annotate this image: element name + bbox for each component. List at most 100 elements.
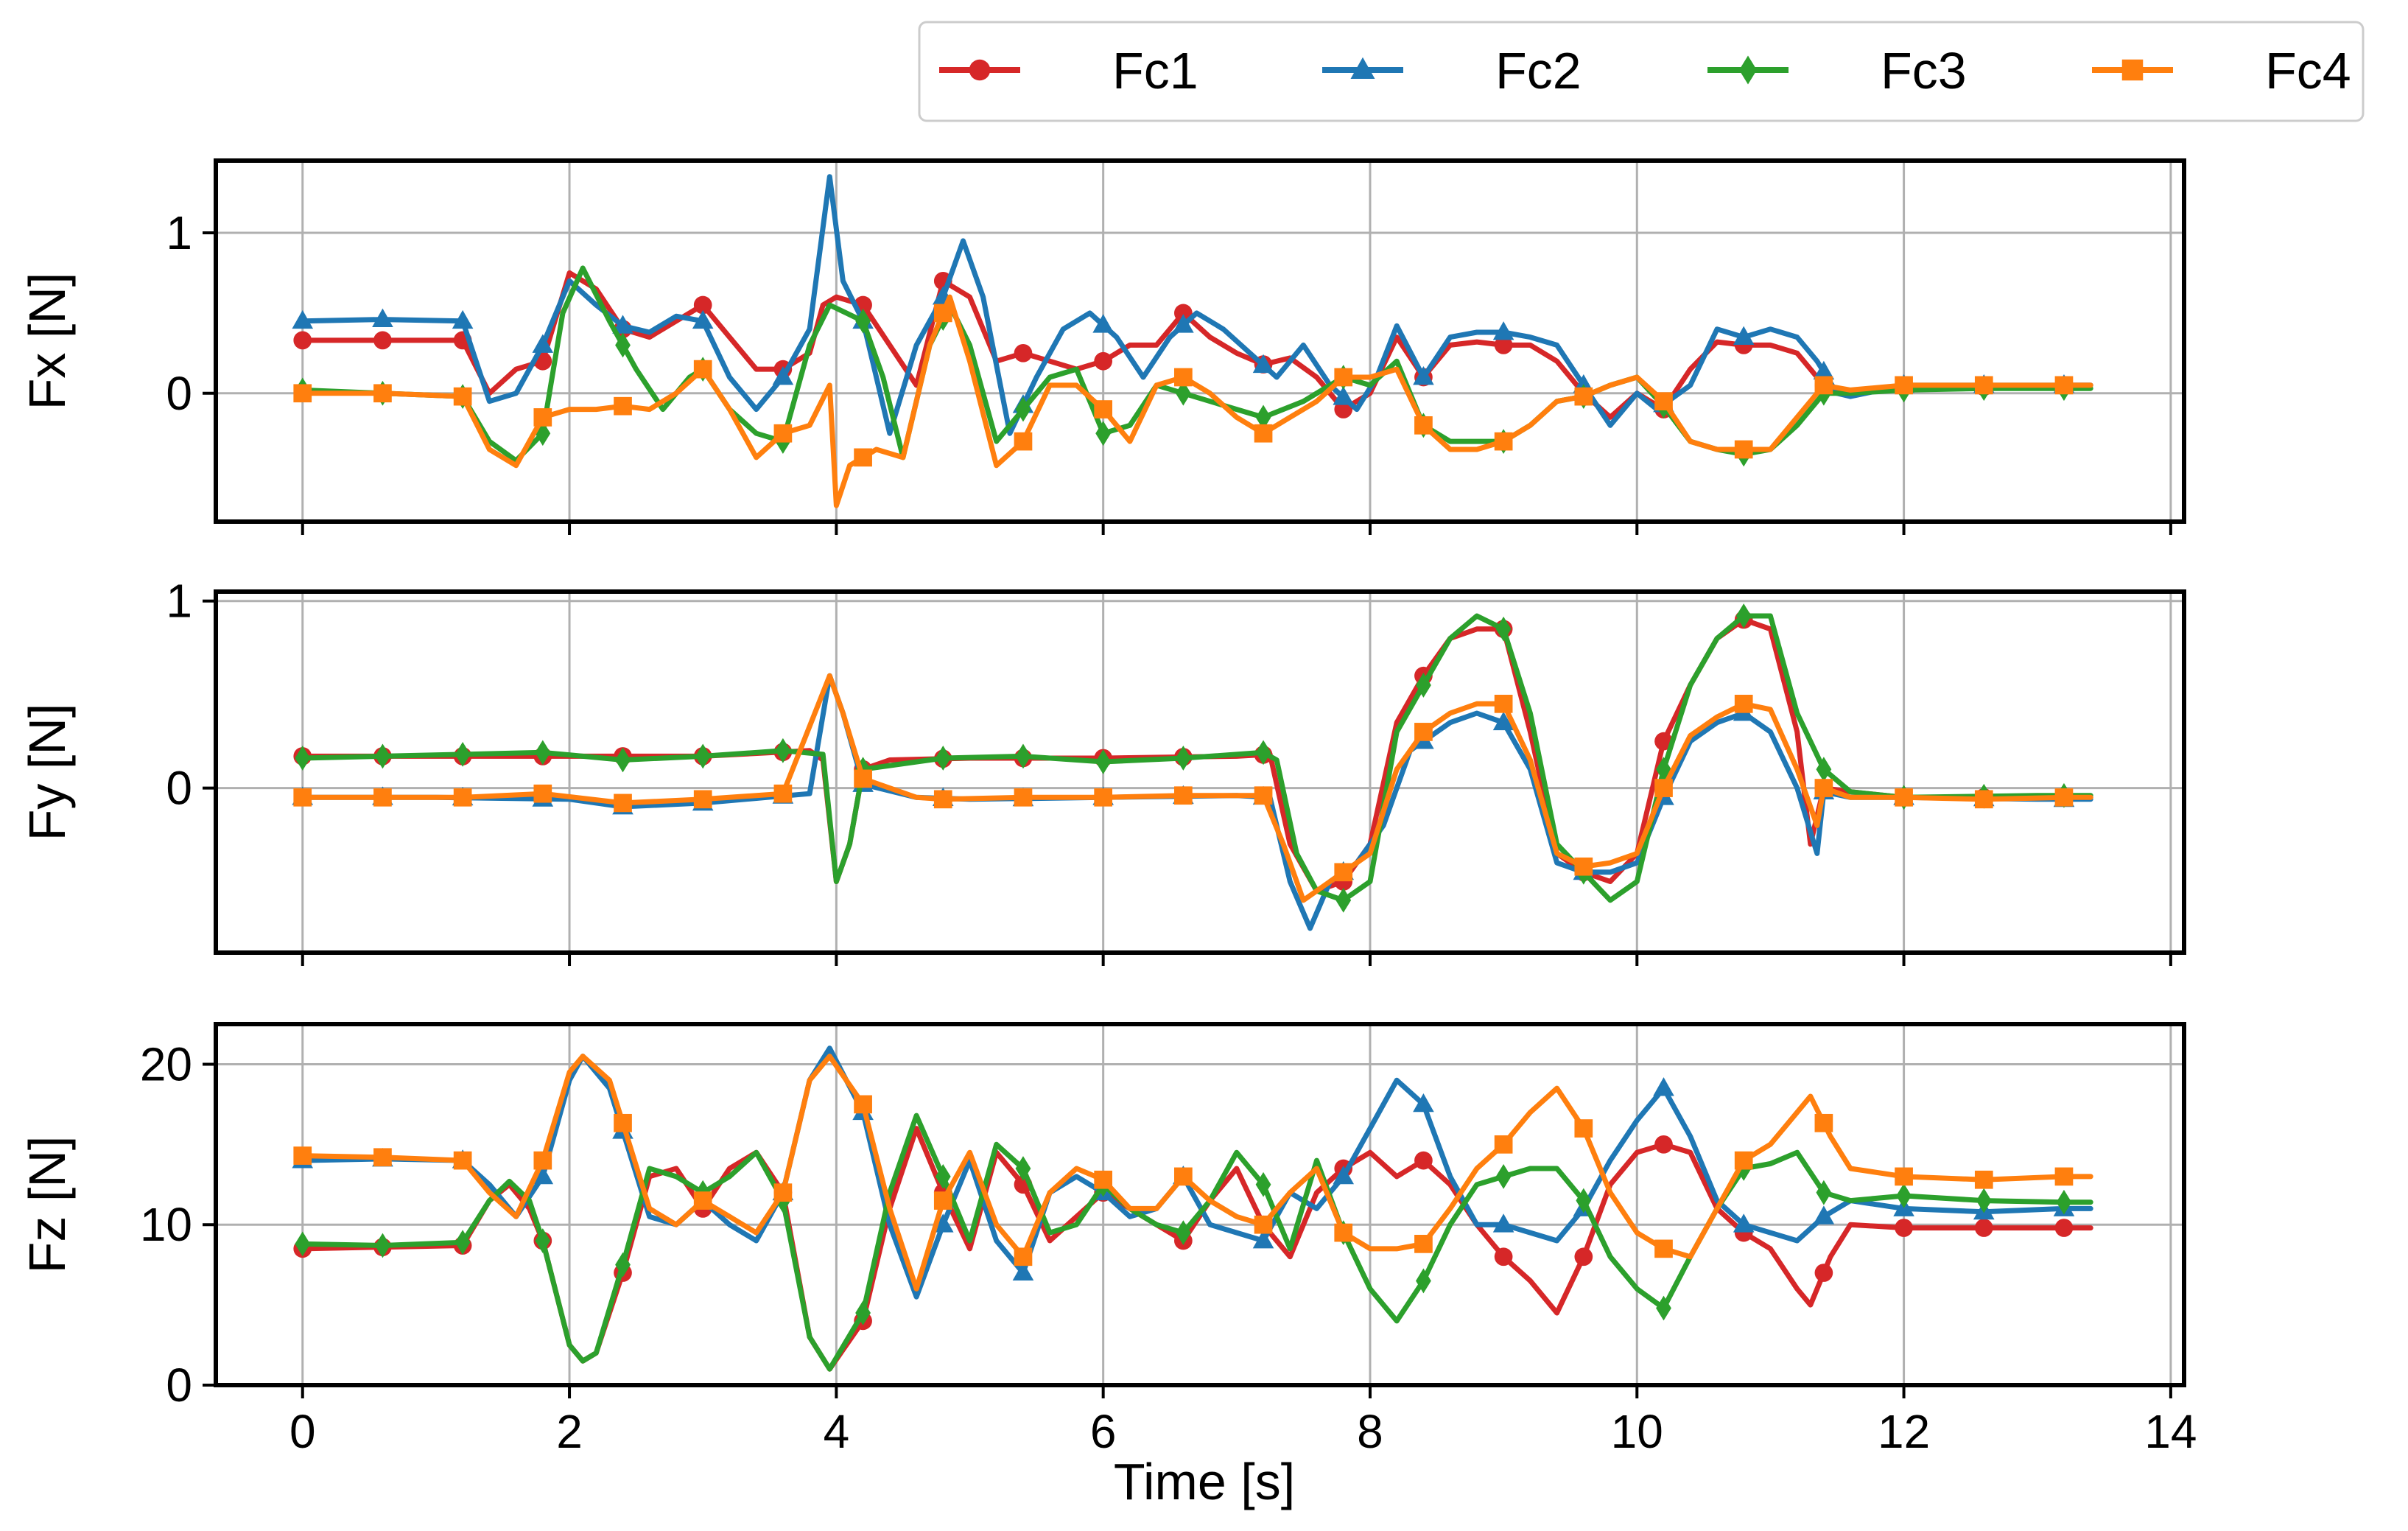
marker-fc4: [1814, 376, 1833, 395]
series-line-fc2: [300, 1045, 2093, 1300]
marker-fc4: [1654, 779, 1673, 797]
marker-fc3: [775, 738, 791, 763]
marker-fc3: [1175, 380, 1191, 406]
marker-fc3: [1416, 1268, 1431, 1294]
marker-fc3: [375, 1233, 390, 1258]
marker-fc2: [772, 366, 794, 385]
marker-fc3: [855, 308, 871, 334]
marker-fc3: [615, 1252, 631, 1278]
marker-fc1: [1574, 1247, 1593, 1267]
marker-fc3: [1175, 746, 1191, 771]
marker-fc4: [854, 1095, 872, 1114]
series-line-fc4: [300, 673, 2093, 903]
y-tick-label: 0: [166, 1359, 192, 1412]
marker-fc4: [614, 793, 632, 813]
fz-panel: 0 2 4 6 8 10 12 14 0 10 20 Fz [N]: [18, 1022, 2197, 1458]
marker-fc1: [1494, 336, 1513, 354]
marker-fc4: [1014, 1247, 1033, 1267]
marker-fc4: [1734, 694, 1753, 713]
marker-fc4: [1734, 440, 1753, 459]
marker-fc2: [1653, 1077, 1674, 1096]
legend: Fc1 Fc2 Fc3 Fc4: [918, 21, 2365, 122]
x-tick-label: 14: [2144, 1405, 2197, 1458]
marker-fc4: [1654, 1239, 1673, 1258]
marker-fc4: [1974, 376, 1993, 395]
marker-fc2: [1492, 321, 1514, 340]
marker-fc4: [1174, 1167, 1193, 1186]
marker-fc2: [692, 309, 714, 329]
legend-marker: [1350, 57, 1375, 79]
marker-fc4: [1654, 392, 1673, 411]
marker-fc3: [454, 1230, 471, 1255]
series-line-fc1: [300, 1126, 2093, 1372]
x-tick-label: 0: [289, 1405, 316, 1458]
marker-fc1: [2054, 1219, 2074, 1237]
marker-fc2: [1492, 711, 1514, 731]
marker-fc2: [1333, 1165, 1355, 1185]
marker-fc4: [1414, 416, 1433, 435]
marker-fc2: [1492, 1213, 1514, 1233]
marker-fc2: [452, 309, 474, 329]
marker-fc1: [1654, 732, 1673, 751]
marker-fc4: [1974, 790, 1993, 809]
series-line-fc4: [300, 294, 2093, 508]
marker-fc1: [293, 331, 312, 350]
marker-fc3: [375, 743, 390, 769]
marker-fc4: [1174, 368, 1193, 387]
marker-fc4: [693, 360, 712, 379]
marker-fc4: [933, 1191, 952, 1210]
marker-fc1: [1414, 1151, 1433, 1170]
legend-label: Fc4: [2265, 42, 2351, 99]
marker-fc4: [1494, 694, 1513, 713]
marker-fc4: [2054, 788, 2074, 807]
marker-fc3: [1015, 1156, 1031, 1181]
marker-fc4: [773, 1183, 793, 1202]
marker-fc3: [1335, 888, 1352, 913]
y-tick-label: 20: [140, 1037, 192, 1090]
marker-fc4: [1094, 1170, 1113, 1189]
marker-fc4: [1814, 1113, 1833, 1132]
legend-label: Fc3: [1881, 42, 1967, 99]
marker-fc4: [453, 1151, 472, 1170]
y-axis-label: Fz [N]: [18, 1136, 76, 1274]
y-tick-label: 1: [166, 206, 192, 259]
marker-fc2: [612, 315, 633, 334]
legend-entry-fc3: Fc3: [1707, 42, 1967, 99]
marker-fc4: [1014, 432, 1033, 451]
marker-fc3: [1255, 740, 1271, 766]
marker-fc3: [1015, 396, 1031, 422]
marker-fc1: [1814, 1264, 1833, 1282]
marker-fc3: [1735, 603, 1752, 628]
marker-fc4: [773, 784, 793, 803]
marker-fc4: [293, 788, 312, 807]
y-tick-label: 0: [166, 367, 192, 420]
series-group: [292, 603, 2093, 931]
marker-fc4: [1494, 432, 1513, 451]
marker-fc4: [1254, 424, 1273, 443]
marker-fc2: [932, 1213, 954, 1233]
marker-fc2: [1012, 1261, 1034, 1280]
marker-fc4: [1094, 788, 1113, 807]
marker-fc3: [295, 1231, 311, 1257]
x-tick-label: 10: [1611, 1405, 1663, 1458]
marker-fc2: [372, 308, 393, 327]
x-tick-label: 12: [1878, 1405, 1930, 1458]
x-tick-label: 4: [824, 1405, 850, 1458]
marker-fc4: [1974, 1170, 1993, 1189]
fx-panel: 0 1 Fx [N]: [18, 158, 2186, 535]
marker-fc3: [1095, 421, 1112, 446]
series-line-fc3: [300, 1113, 2093, 1372]
marker-fc4: [1094, 400, 1113, 418]
marker-fc4: [854, 769, 872, 788]
legend-marker: [1739, 55, 1757, 85]
y-tick-label: 10: [140, 1198, 192, 1251]
marker-fc4: [1574, 857, 1593, 876]
marker-fc4: [1014, 788, 1033, 807]
legend-label: Fc2: [1495, 42, 1582, 99]
marker-fc4: [2054, 1167, 2074, 1186]
marker-fc1: [1094, 351, 1113, 371]
legend-label: Fc1: [1112, 42, 1198, 99]
marker-fc1: [1014, 343, 1033, 362]
marker-fc3: [1976, 1188, 1992, 1213]
